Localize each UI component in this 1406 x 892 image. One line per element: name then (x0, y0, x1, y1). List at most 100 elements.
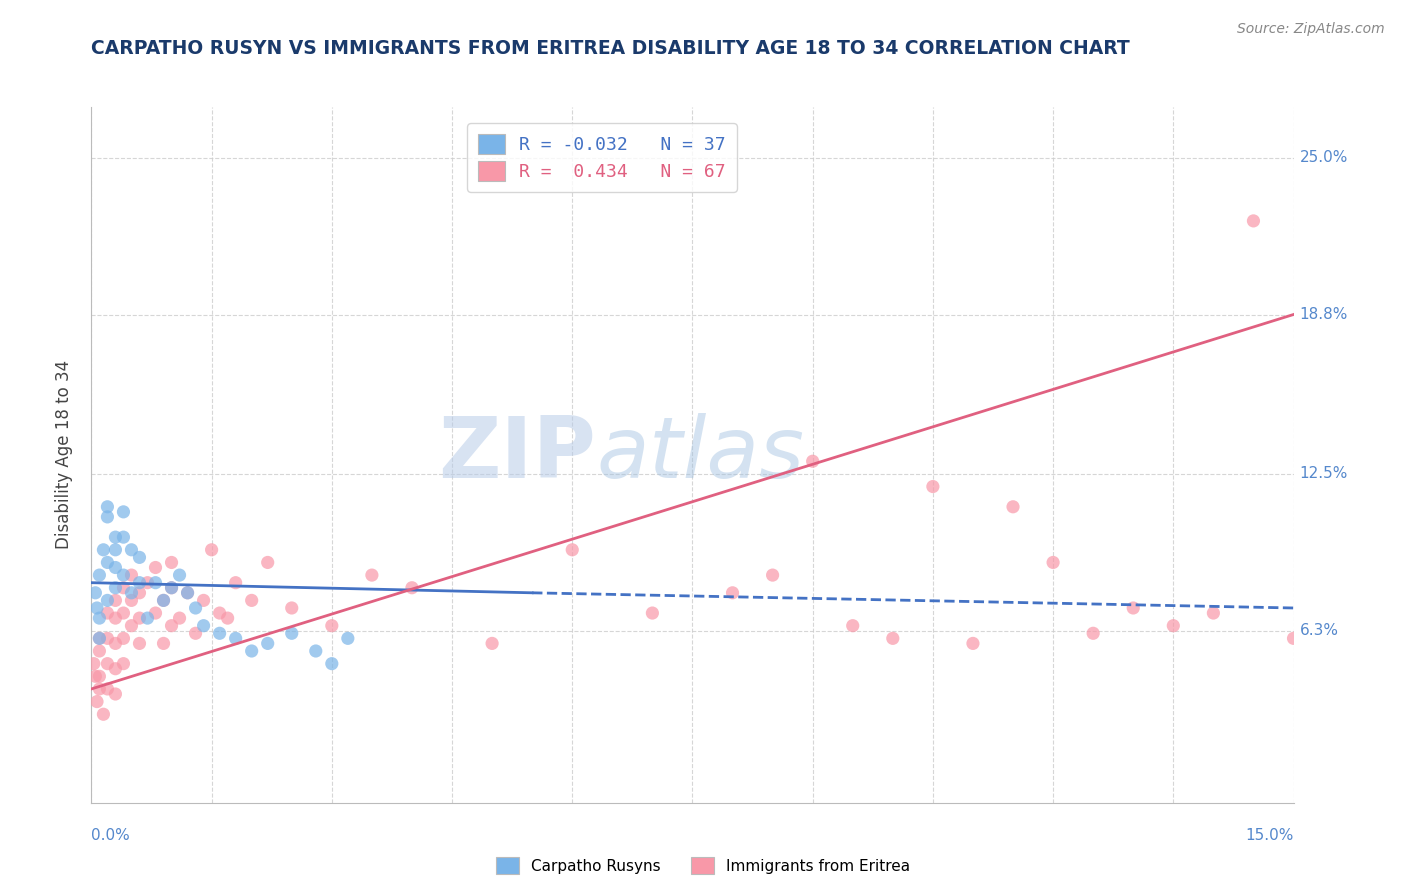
Point (136, 611, 159, 625)
Point (1243, 214, 1265, 228)
Point (121, 568, 143, 582)
Point (93, 707, 115, 722)
Point (93, 542, 115, 557)
Point (176, 586, 198, 600)
Point (1282, 632, 1305, 646)
Point (360, 568, 382, 582)
Point (169, 611, 191, 625)
Point (89, 644, 111, 658)
Point (84, 586, 107, 600)
Point (121, 593, 143, 607)
Point (336, 632, 359, 646)
Point (112, 568, 135, 582)
Point (104, 530, 127, 544)
Text: 15.0%: 15.0% (1246, 828, 1294, 843)
Point (762, 568, 785, 582)
Point (128, 586, 150, 600)
Point (104, 636, 127, 650)
Point (641, 606, 664, 620)
Point (121, 542, 143, 557)
Point (1042, 556, 1064, 570)
Point (121, 586, 143, 600)
Text: 12.5%: 12.5% (1299, 467, 1348, 482)
Point (104, 560, 127, 574)
Point (96, 509, 118, 524)
Point (104, 687, 127, 701)
Point (86, 601, 108, 615)
Point (160, 556, 183, 570)
Point (193, 593, 215, 607)
Point (89, 669, 111, 683)
Point (104, 611, 127, 625)
Point (112, 505, 135, 519)
Point (401, 581, 423, 595)
Point (104, 662, 127, 676)
Point (145, 575, 167, 590)
Point (561, 542, 583, 557)
Point (136, 575, 159, 590)
Point (128, 575, 150, 590)
Point (1001, 500, 1024, 514)
Point (96, 556, 118, 570)
Point (86, 695, 108, 709)
Point (96, 606, 118, 620)
Text: ZIP: ZIP (439, 413, 596, 497)
Legend: R = -0.032   N = 37, R =  0.434   N = 67: R = -0.032 N = 37, R = 0.434 N = 67 (467, 123, 737, 192)
Point (256, 556, 278, 570)
Point (1122, 601, 1144, 615)
Point (89, 632, 111, 646)
Point (160, 618, 183, 632)
Point (145, 560, 167, 574)
Point (89, 681, 111, 696)
Point (1202, 606, 1225, 620)
Text: atlas: atlas (596, 413, 804, 497)
Text: 0.0%: 0.0% (91, 828, 131, 843)
Point (121, 618, 143, 632)
Point (112, 530, 135, 544)
Point (96, 657, 118, 671)
Point (112, 632, 135, 646)
Point (169, 568, 191, 582)
Point (112, 657, 135, 671)
Point (962, 636, 984, 650)
Point (96, 681, 118, 696)
Point (305, 644, 328, 658)
Point (721, 586, 744, 600)
Point (128, 636, 150, 650)
Point (184, 626, 207, 640)
Point (152, 636, 174, 650)
Point (83, 657, 105, 671)
Point (201, 542, 224, 557)
Legend: Carpatho Rusyns, Immigrants from Eritrea: Carpatho Rusyns, Immigrants from Eritrea (489, 851, 917, 880)
Point (481, 636, 503, 650)
Point (96, 593, 118, 607)
Point (225, 575, 247, 590)
Point (841, 618, 863, 632)
Point (225, 632, 247, 646)
Point (104, 542, 127, 557)
Text: 6.3%: 6.3% (1299, 624, 1339, 639)
Point (882, 632, 904, 646)
Point (922, 479, 945, 493)
Point (96, 500, 118, 514)
Point (184, 601, 207, 615)
Point (281, 601, 304, 615)
Point (256, 636, 278, 650)
Point (1083, 626, 1105, 640)
Point (801, 454, 824, 468)
Point (281, 626, 304, 640)
Text: CARPATHO RUSYN VS IMMIGRANTS FROM ERITREA DISABILITY AGE 18 TO 34 CORRELATION CH: CARPATHO RUSYN VS IMMIGRANTS FROM ERITRE… (91, 39, 1130, 58)
Point (89, 568, 111, 582)
Point (160, 581, 183, 595)
Point (89, 611, 111, 625)
Text: 25.0%: 25.0% (1299, 150, 1348, 165)
Point (1163, 618, 1185, 632)
Point (217, 611, 239, 625)
Y-axis label: Disability Age 18 to 34: Disability Age 18 to 34 (55, 360, 73, 549)
Point (104, 581, 127, 595)
Point (128, 550, 150, 565)
Point (152, 593, 174, 607)
Point (321, 657, 343, 671)
Point (84, 669, 107, 683)
Point (112, 606, 135, 620)
